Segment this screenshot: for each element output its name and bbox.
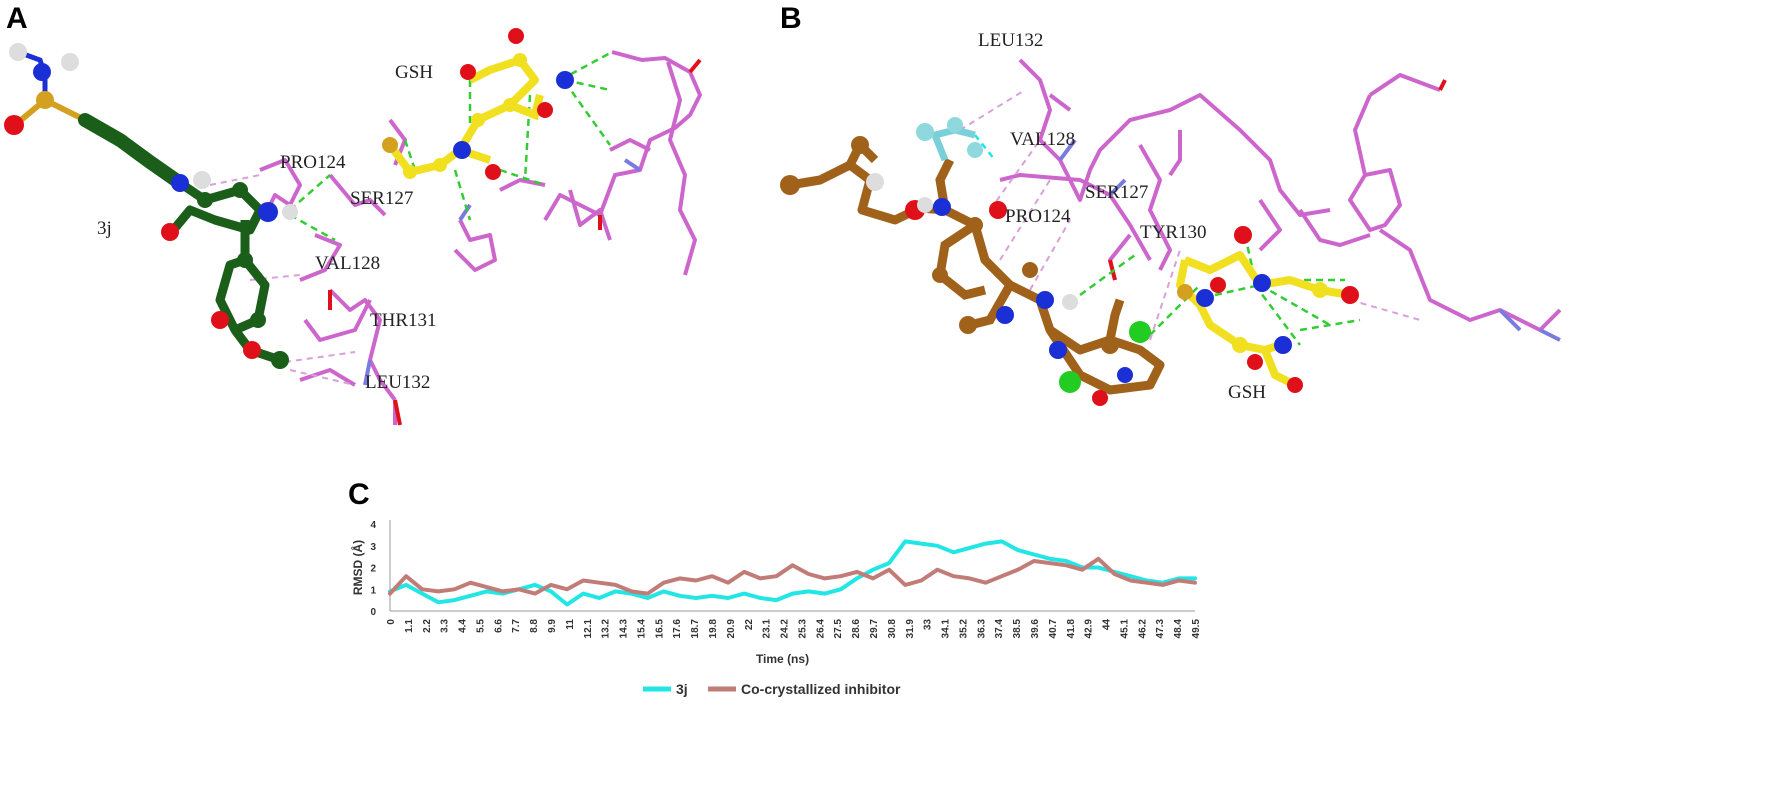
x-tick-label: 23.1 bbox=[762, 619, 773, 639]
panel-a: A bbox=[4, 2, 702, 426]
rmsd-chart: 0 1 2 3 4 0 1.1 2.2 3.3 4.4 5.5 6.6 7.7 8.8 9.9 11 12.1 1… bbox=[350, 520, 1202, 697]
panel-a-3j-ligand bbox=[4, 43, 298, 369]
y-tick-label: 4 bbox=[370, 520, 376, 531]
x-tick-label: 38.5 bbox=[1012, 619, 1023, 639]
x-tick-label: 13.2 bbox=[601, 619, 612, 639]
x-tick-label: 39.6 bbox=[1030, 619, 1041, 639]
panel-c-letter: C bbox=[348, 478, 370, 511]
panel-b: B bbox=[780, 2, 1562, 406]
label-a-ser127: SER127 bbox=[350, 188, 413, 209]
x-tick-label: 24.2 bbox=[780, 619, 791, 639]
x-tick-label: 17.6 bbox=[672, 619, 683, 639]
x-tick-label: 30.8 bbox=[887, 619, 898, 639]
panel-b-fluoro-group bbox=[916, 117, 983, 162]
x-tick-label: 27.5 bbox=[833, 619, 844, 639]
x-tick-label: 2.2 bbox=[422, 619, 433, 633]
x-tick-label: 25.3 bbox=[797, 619, 808, 639]
label-b-pro124: PRO124 bbox=[1005, 206, 1071, 227]
x-tick-label: 1.1 bbox=[404, 619, 415, 633]
x-tick-label: 29.7 bbox=[869, 619, 880, 639]
x-tick-label: 46.2 bbox=[1137, 619, 1148, 639]
x-tick-label: 3.3 bbox=[440, 619, 451, 633]
panel-b-letter: B bbox=[780, 2, 802, 35]
label-a-thr131: THR131 bbox=[370, 310, 437, 331]
x-tick-label: 16.5 bbox=[654, 619, 665, 639]
panel-b-residues bbox=[999, 58, 1562, 332]
x-tick-label: 7.7 bbox=[511, 619, 522, 633]
panel-a-hbonds bbox=[289, 50, 613, 242]
x-tick-label: 0 bbox=[386, 619, 397, 625]
label-a-pro124: PRO124 bbox=[280, 152, 346, 173]
x-tick-label: 49.5 bbox=[1191, 619, 1202, 639]
label-a-3j: 3j bbox=[97, 218, 112, 239]
x-tick-label: 47.3 bbox=[1155, 619, 1166, 639]
panel-a-residue-heteroatoms bbox=[328, 58, 702, 426]
x-tick-label: 22 bbox=[744, 619, 755, 631]
x-tick-label: 6.6 bbox=[493, 619, 504, 633]
y-tick-label: 1 bbox=[370, 585, 376, 596]
panel-b-residue-heteroatoms bbox=[1058, 79, 1561, 342]
y-tick-label: 3 bbox=[370, 542, 376, 553]
label-b-val128: VAL128 bbox=[1010, 129, 1075, 150]
x-tick-label: 48.4 bbox=[1173, 619, 1184, 639]
x-tick-label: 42.9 bbox=[1084, 619, 1095, 639]
x-tick-label: 14.3 bbox=[619, 619, 630, 639]
legend-label: Co-crystallized inhibitor bbox=[741, 681, 901, 697]
x-tick-label: 28.6 bbox=[851, 619, 862, 639]
label-a-leu132: LEU132 bbox=[365, 372, 430, 393]
x-tick-label: 41.8 bbox=[1066, 619, 1077, 639]
label-b-ser127: SER127 bbox=[1085, 182, 1148, 203]
x-tick-label: 37.4 bbox=[994, 619, 1005, 639]
label-b-tyr130: TYR130 bbox=[1140, 222, 1207, 243]
x-tick-label: 12.1 bbox=[583, 619, 594, 639]
panel-a-letter: A bbox=[6, 2, 28, 35]
series-line-3j bbox=[388, 539, 1197, 607]
x-tick-label: 34.1 bbox=[941, 619, 952, 639]
label-a-val128: VAL128 bbox=[315, 253, 380, 274]
x-tick-label: 11 bbox=[565, 619, 576, 630]
x-tick-label: 40.7 bbox=[1048, 619, 1059, 639]
y-axis-title: RMSD (Å) bbox=[350, 540, 365, 595]
x-tick-label: 4.4 bbox=[458, 619, 469, 633]
y-tick-label: 0 bbox=[370, 607, 376, 618]
x-tick-label: 45.1 bbox=[1119, 619, 1130, 639]
label-a-gsh: GSH bbox=[395, 62, 433, 83]
panel-c: C 0 1 2 3 4 0 1.1 2.2 3.3 4.4 5.5 6.6 7.7 8.8 9.9 11 12.… bbox=[348, 478, 1202, 697]
panel-b-hydrophobic-contacts bbox=[959, 89, 1421, 341]
series-line-co-crystallized-inhibitor bbox=[388, 556, 1197, 596]
y-tick-label: 2 bbox=[370, 564, 376, 575]
panel-a-gsh-ligand bbox=[382, 28, 574, 180]
x-tick-label: 26.4 bbox=[815, 619, 826, 639]
x-tick-label: 20.9 bbox=[726, 619, 737, 639]
x-tick-label: 31.9 bbox=[905, 619, 916, 639]
x-tick-label: 44 bbox=[1102, 619, 1113, 631]
x-axis-title: Time (ns) bbox=[756, 652, 809, 666]
x-tick-label: 5.5 bbox=[475, 619, 486, 633]
label-b-gsh: GSH bbox=[1228, 382, 1266, 403]
x-tick-label: 15.4 bbox=[636, 619, 647, 639]
panel-b-gsh-ligand bbox=[1176, 226, 1359, 393]
x-tick-label: 9.9 bbox=[547, 619, 558, 633]
x-tick-label: 35.2 bbox=[958, 619, 969, 639]
legend-label: 3j bbox=[676, 681, 688, 697]
x-tick-label: 19.8 bbox=[708, 619, 719, 639]
x-tick-label: 8.8 bbox=[529, 619, 540, 633]
panel-a-residues bbox=[259, 50, 702, 425]
label-b-leu132: LEU132 bbox=[978, 30, 1043, 51]
panel-a-hydrophobic-contacts bbox=[209, 174, 356, 386]
panel-b-halogen-contacts bbox=[974, 134, 996, 161]
x-tick-label: 36.3 bbox=[976, 619, 987, 639]
x-tick-label: 18.7 bbox=[690, 619, 701, 639]
panel-b-inhibitor-ligand bbox=[780, 136, 1165, 406]
x-tick-label: 33 bbox=[923, 619, 934, 631]
